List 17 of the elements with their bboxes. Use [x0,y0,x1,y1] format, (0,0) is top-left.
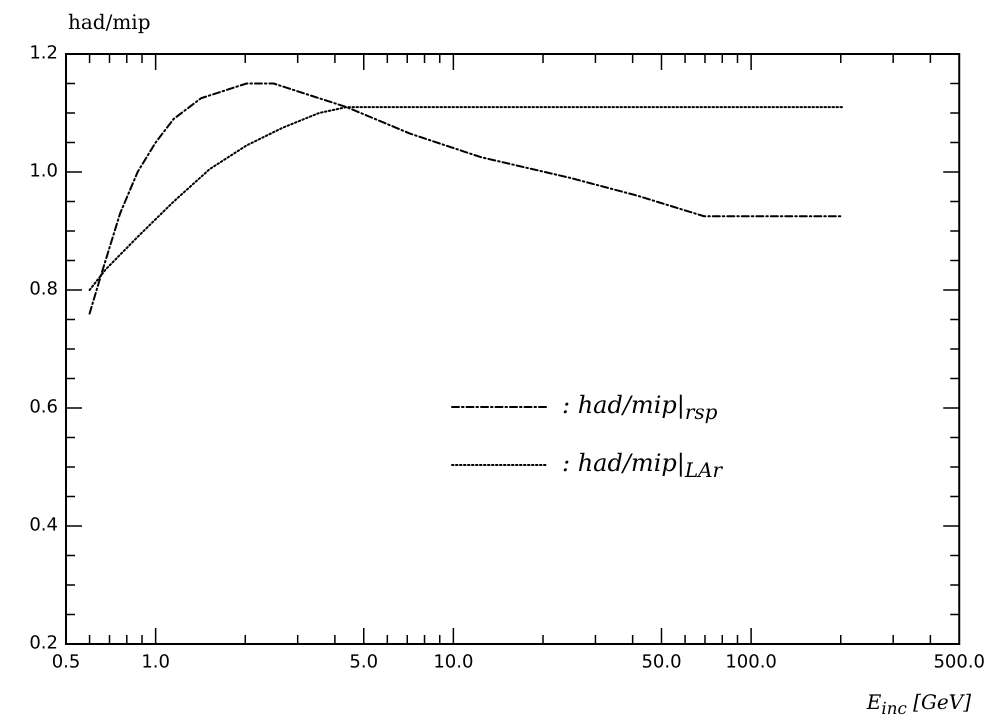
y-tick-label: 0.6 [29,396,58,418]
x-axis-title: E$_{inc}$ [GeV] [866,690,971,718]
y-tick-label: 0.8 [29,278,58,300]
y-axis-title: had/mip [68,10,151,34]
x-tick-label: 10.0 [433,651,474,672]
x-tick-label: 500.0 [933,651,985,672]
y-tick-label: 0.4 [29,514,58,536]
y-tick-label: 0.2 [29,632,58,654]
x-tick-label: 100.0 [725,651,777,672]
x-tick-label: 1.0 [141,651,170,672]
x-tick-label: 0.5 [52,651,80,672]
y-tick-label: 1.0 [29,160,58,182]
legend-label: : had/mip|$_{LAr}$ [562,448,722,482]
x-tick-label: 50.0 [641,651,682,672]
legend-label: : had/mip|$_{rsp}$ [562,390,718,424]
x-tick-label: 5.0 [349,651,378,672]
y-tick-label: 1.2 [29,42,58,64]
